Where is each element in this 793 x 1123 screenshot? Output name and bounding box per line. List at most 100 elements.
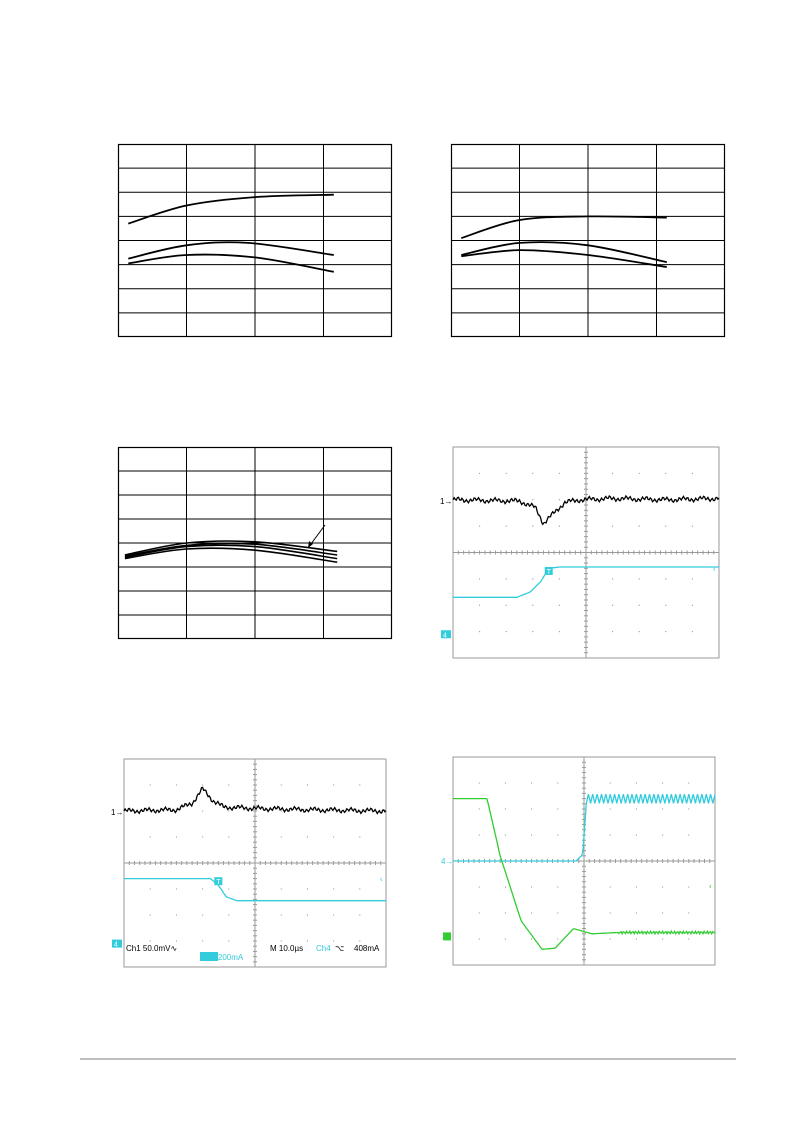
grid-dot (635, 938, 637, 940)
grid-dot (505, 631, 507, 633)
grid-dot (612, 525, 614, 527)
grid-dot (532, 631, 534, 633)
scope-panel-6: 4→ ‹ (441, 756, 716, 966)
grid-dot (612, 472, 614, 474)
grid-dot (558, 604, 560, 606)
series-line (128, 253, 334, 273)
chart-panel-2 (450, 143, 726, 338)
grid-dot (662, 886, 664, 888)
grid-dot (149, 836, 151, 838)
grid-dot (609, 808, 611, 810)
readout-trigger-mode: ⌥ (335, 944, 344, 953)
scope-4-svg: 1→ 4 T ‹ (440, 446, 720, 659)
grid-dot (333, 940, 335, 942)
grid-dot (479, 578, 481, 580)
grid-dot (359, 888, 361, 890)
grid-dot (635, 808, 637, 810)
grid-dot (609, 938, 611, 940)
trace (123, 786, 387, 815)
grid-dot (478, 938, 480, 940)
grid-dot (688, 808, 690, 810)
grid-dot (175, 888, 177, 890)
grid-dot (479, 525, 481, 527)
grid-dot (532, 525, 534, 527)
plot-frame (117, 143, 393, 338)
grid-dot (558, 525, 560, 527)
grid-dot (359, 836, 361, 838)
grid-dot (558, 578, 560, 580)
grid-dot (228, 940, 230, 942)
grid-dot (531, 808, 533, 810)
grid-dot (688, 782, 690, 784)
grid-dot (638, 472, 640, 474)
grid-dot (149, 940, 151, 942)
grid-dot (612, 631, 614, 633)
grid-dot (479, 604, 481, 606)
grid-dot (228, 810, 230, 812)
grid-dot (280, 810, 282, 812)
ch1-marker: 1→ (111, 808, 123, 817)
trace (453, 566, 719, 598)
grid-dot (532, 499, 534, 501)
grid-dot (557, 808, 559, 810)
grid-dot (531, 912, 533, 914)
grid-dot (532, 604, 534, 606)
readout-level: 408mA (354, 944, 380, 953)
series-line (124, 542, 338, 557)
grid-dot (531, 834, 533, 836)
grid-dot (504, 782, 506, 784)
grid-dot (609, 834, 611, 836)
grid-dot (478, 912, 480, 914)
trace (453, 794, 716, 862)
grid-dot (479, 472, 481, 474)
readout-time: M 10.0µs (270, 944, 303, 953)
grid-dot (662, 938, 664, 940)
green-level-marker: ‹ (709, 881, 712, 890)
grid-dot (280, 940, 282, 942)
scope-panel-4: 1→ 4 T ‹ (440, 446, 720, 659)
grid-dot (202, 784, 204, 786)
grid-dot (504, 912, 506, 914)
footer-rule (80, 1058, 736, 1060)
grid-dot (691, 472, 693, 474)
grid-dot (635, 834, 637, 836)
grid-dot (280, 784, 282, 786)
grid-dot (505, 472, 507, 474)
trace (452, 494, 720, 526)
level-marker: ‹ (380, 875, 383, 884)
grid-dot (662, 912, 664, 914)
grid-dot (149, 784, 151, 786)
grid-dot (665, 604, 667, 606)
grid-dot (202, 888, 204, 890)
chart-3-svg (117, 446, 393, 640)
plot-frame (117, 446, 393, 640)
grid-dot (609, 886, 611, 888)
grid-dot (306, 836, 308, 838)
grid-dot (280, 888, 282, 890)
readout-ch4-src: Ch4 (316, 944, 331, 953)
grid-dot (504, 886, 506, 888)
grid-dot (557, 782, 559, 784)
grid-dot (333, 914, 335, 916)
grid-dot (691, 525, 693, 527)
grid-dot (638, 578, 640, 580)
grid-dot (558, 472, 560, 474)
grid-dot (175, 940, 177, 942)
grid-dot (280, 914, 282, 916)
grid-dot (691, 631, 693, 633)
grid-dot (609, 782, 611, 784)
grid-dot (638, 604, 640, 606)
grid-dot (612, 604, 614, 606)
trace (453, 797, 716, 951)
grid-dot (557, 912, 559, 914)
grid-dot (333, 836, 335, 838)
grid-dot (609, 912, 611, 914)
grid-dot (202, 810, 204, 812)
grid-dot (504, 938, 506, 940)
grid-dot (665, 578, 667, 580)
grid-dot (306, 940, 308, 942)
grid-dot (662, 834, 664, 836)
ch4-marker-label: 4 (114, 942, 118, 949)
grid-dot (662, 782, 664, 784)
grid-dot (612, 578, 614, 580)
